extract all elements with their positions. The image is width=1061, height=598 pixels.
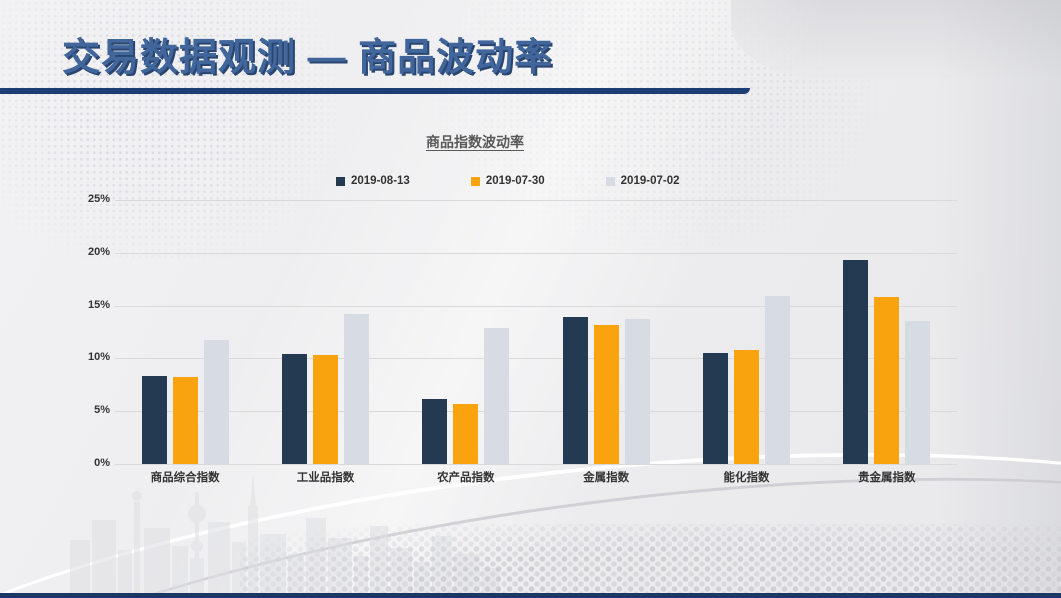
bar-2019-07-30 <box>453 403 479 464</box>
slide-title: 交易数据观测 — 商品波动率 <box>62 37 554 79</box>
y-axis-tick-label: 20% <box>87 245 110 258</box>
bar-2019-08-13 <box>141 376 167 464</box>
bar-2019-08-13 <box>281 354 307 464</box>
category-label: 工业品指数 <box>296 472 355 484</box>
bar-2019-08-13 <box>702 353 728 464</box>
header-divider-bar <box>0 88 750 94</box>
legend-swatch <box>605 176 615 186</box>
bar-2019-08-13 <box>422 398 448 464</box>
y-axis-tick-label: 0% <box>94 457 110 469</box>
bar-2019-07-02 <box>905 321 931 464</box>
bar-2019-07-30 <box>172 377 198 464</box>
legend-item: 2019-07-02 <box>605 175 680 187</box>
bar-2019-07-02 <box>203 340 229 464</box>
y-axis-tick-label: 5% <box>94 404 110 417</box>
bar-2019-07-02 <box>624 319 650 464</box>
bar-2019-08-13 <box>562 317 588 464</box>
bar-2019-07-02 <box>343 314 369 464</box>
y-axis-tick-label: 10% <box>87 351 110 364</box>
chart-title: 商品指数波动率 <box>426 134 524 150</box>
chart-legend: 2019-08-13 2019-07-30 2019-07-02 <box>336 175 679 187</box>
bar-group-金属指数 <box>536 200 676 464</box>
bar-group-农产品指数 <box>396 200 536 464</box>
bar-2019-07-30 <box>312 355 338 464</box>
legend-swatch <box>470 176 480 186</box>
legend-label: 2019-07-30 <box>485 175 545 187</box>
hexagon-dots-decoration <box>240 524 1061 594</box>
category-labels: 商品综合指数 工业品指数 农产品指数 金属指数 能化指数 贵金属指数 <box>115 469 957 485</box>
legend-swatch <box>336 176 345 186</box>
bar-groups <box>115 200 957 464</box>
bar-2019-07-02 <box>484 327 510 464</box>
bar-2019-07-30 <box>874 297 900 464</box>
y-axis-tick-label: 25% <box>87 193 110 205</box>
category-label: 能化指数 <box>723 472 770 484</box>
category-label: 商品综合指数 <box>150 472 220 484</box>
legend-item: 2019-07-30 <box>470 175 545 187</box>
category-label: 贵金属指数 <box>858 472 916 484</box>
bar-2019-07-02 <box>764 296 790 464</box>
category-label: 金属指数 <box>583 472 630 484</box>
legend-label: 2019-07-02 <box>620 175 680 187</box>
corner-swoosh-decoration <box>731 0 1061 78</box>
bar-group-商品综合指数 <box>115 200 255 464</box>
y-axis: 0% 5% 10% 15% 20% 25% <box>0 193 110 469</box>
gridline-0% <box>115 464 957 465</box>
plot-area <box>115 200 957 465</box>
bar-2019-08-13 <box>843 260 869 464</box>
bar-group-工业品指数 <box>255 200 395 464</box>
bar-2019-07-30 <box>593 324 619 464</box>
bar-group-能化指数 <box>676 200 816 464</box>
legend-label: 2019-08-13 <box>351 175 410 187</box>
bottom-accent-strip <box>0 593 1061 598</box>
category-label: 农产品指数 <box>437 472 495 484</box>
bar-group-贵金属指数 <box>817 200 957 464</box>
y-axis-tick-label: 15% <box>87 298 110 311</box>
bar-2019-07-30 <box>733 349 759 464</box>
legend-item: 2019-08-13 <box>336 175 410 187</box>
